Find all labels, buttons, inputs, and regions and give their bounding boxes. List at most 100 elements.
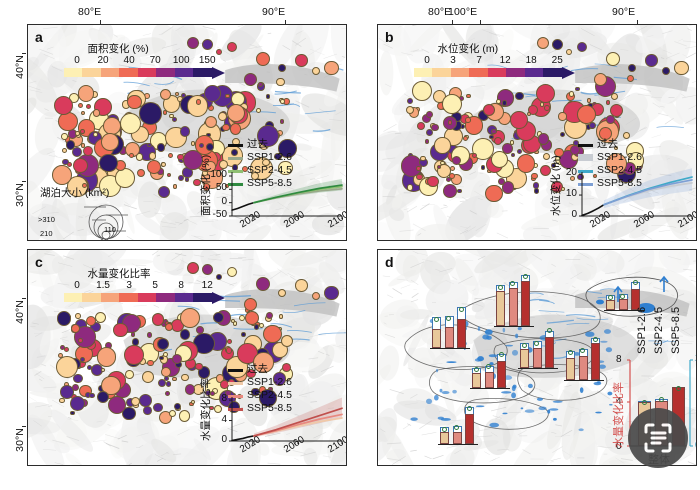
lake-marker bbox=[606, 52, 621, 67]
panel-b-legend-swatch bbox=[578, 154, 593, 161]
lake-marker bbox=[490, 128, 497, 135]
lake-marker bbox=[206, 143, 215, 152]
lake-marker bbox=[61, 133, 68, 140]
lake-marker bbox=[509, 139, 515, 145]
lake-marker bbox=[253, 324, 260, 331]
lake-marker bbox=[465, 117, 471, 124]
panel-b-colorbar-segment bbox=[469, 68, 489, 77]
lake-marker bbox=[204, 115, 217, 128]
region-north-area-dot bbox=[522, 273, 528, 279]
panel-a: a 面积变化 (%) 0 20 40 70 100 150 过去 SSP1-2.6 SSP2-4.5… bbox=[27, 24, 347, 241]
panel-a-colorbar-segment bbox=[156, 68, 176, 77]
overall-area-dot bbox=[641, 400, 647, 406]
lake-marker bbox=[238, 315, 245, 322]
lake-marker bbox=[491, 150, 509, 168]
lake-marker bbox=[75, 313, 81, 320]
lake-marker bbox=[161, 367, 172, 378]
lake-marker bbox=[265, 94, 271, 99]
lake-marker bbox=[73, 373, 83, 383]
lake-marker bbox=[97, 391, 110, 404]
lake-marker bbox=[64, 346, 70, 352]
region-inset-northeast-baseline bbox=[604, 310, 644, 311]
panel-c-legend-row: SSP2-4.5 bbox=[228, 389, 292, 402]
panel-c-colorbar bbox=[64, 293, 213, 302]
panel-c-colorbar-tick: 5 bbox=[152, 280, 158, 291]
panel-b-inset-ytick: 10 bbox=[565, 188, 577, 200]
lake-marker bbox=[128, 153, 134, 159]
panel-a-legend-swatch bbox=[228, 144, 243, 147]
overall-area-dot bbox=[658, 396, 664, 402]
lake-marker bbox=[217, 111, 228, 122]
lake-marker bbox=[449, 172, 456, 179]
panel-a-colorbar-tick: 0 bbox=[74, 55, 80, 66]
axis-label-lon-2: 100°E bbox=[448, 6, 478, 18]
panel-a-legend-row: SSP2-4.5 bbox=[228, 164, 292, 177]
lake-marker bbox=[539, 165, 551, 177]
region-east-area-dot bbox=[592, 336, 598, 342]
lake-marker bbox=[190, 141, 195, 146]
lake-marker bbox=[599, 127, 612, 141]
lake-marker bbox=[245, 310, 260, 325]
lake-marker bbox=[180, 329, 191, 340]
lake-marker bbox=[157, 378, 166, 387]
lake-marker bbox=[66, 176, 88, 198]
region-central-volume-bar bbox=[545, 337, 554, 368]
panel-b-legend-row: SSP5-8.5 bbox=[578, 177, 642, 190]
lake-marker bbox=[539, 102, 545, 107]
lake-marker bbox=[146, 332, 153, 338]
lake-marker bbox=[160, 162, 166, 168]
panel-a-legend-swatch bbox=[228, 170, 243, 173]
panel-a-colorbar-arrow bbox=[211, 66, 225, 79]
panel-b-colorbar-tick: 18 bbox=[525, 55, 537, 66]
lake-marker bbox=[101, 132, 119, 151]
region-north-baseline bbox=[494, 326, 534, 327]
lake-marker bbox=[77, 102, 83, 108]
region-south-area-dot bbox=[466, 405, 472, 411]
lake-marker bbox=[251, 171, 260, 180]
lake-marker bbox=[202, 263, 214, 275]
region-north-volume-bar bbox=[508, 288, 518, 326]
axis-tick-top bbox=[637, 20, 638, 24]
region-central-volume-bar bbox=[532, 348, 542, 368]
panel-a-inset-ytick: 0 bbox=[221, 195, 227, 207]
lake-marker bbox=[244, 73, 258, 87]
lake-marker bbox=[92, 131, 98, 137]
overall-ytick-volume: 0 bbox=[616, 441, 622, 452]
region-north-volume-bar bbox=[496, 291, 505, 326]
lake-marker bbox=[229, 123, 241, 135]
lake-marker bbox=[442, 183, 457, 198]
lake-marker bbox=[215, 48, 222, 56]
lake-marker bbox=[99, 153, 118, 173]
panel-a-colorbar-title: 面积变化 (%) bbox=[87, 43, 149, 55]
overall-area-dot bbox=[675, 386, 681, 392]
region-south-area-dot bbox=[454, 425, 459, 431]
lake-marker bbox=[72, 147, 83, 158]
lake-marker bbox=[218, 159, 228, 169]
region-central-area-dot bbox=[521, 342, 527, 348]
lake-marker bbox=[280, 99, 285, 104]
lake-marker bbox=[295, 279, 308, 292]
panel-c-colorbar-segment bbox=[156, 293, 176, 302]
region-south-volume-bar bbox=[452, 431, 462, 444]
lake-marker bbox=[115, 168, 135, 189]
lake-marker bbox=[645, 54, 658, 67]
panel-b-legend: 过去 SSP1-2.6 SSP2-4.5 SSP5-8.5 bbox=[578, 138, 642, 190]
lake-marker bbox=[142, 370, 154, 383]
lake-marker bbox=[70, 410, 75, 416]
lake-marker bbox=[496, 89, 515, 107]
lake-marker bbox=[576, 104, 597, 125]
panel-c-colorbar-title: 水量变化比率 bbox=[87, 268, 151, 280]
basin-outline bbox=[429, 366, 536, 404]
panel-a-legend-row: SSP1-2.6 bbox=[228, 151, 292, 164]
panel-d-scenario-label-1: SSP2-4.5 bbox=[653, 306, 665, 354]
axis-tick-left bbox=[22, 53, 26, 54]
panel-a-legend-swatch bbox=[228, 183, 243, 186]
region-east-volume-bar bbox=[566, 357, 575, 380]
lake-marker bbox=[406, 105, 415, 114]
panel-c-colorbar-segment bbox=[100, 293, 121, 302]
region-south-bars bbox=[438, 386, 484, 448]
region-east-volume-bar bbox=[591, 343, 600, 380]
panel-b-legend-label: SSP2-4.5 bbox=[597, 164, 642, 176]
lake-marker bbox=[605, 100, 611, 105]
lake-marker bbox=[162, 110, 168, 115]
